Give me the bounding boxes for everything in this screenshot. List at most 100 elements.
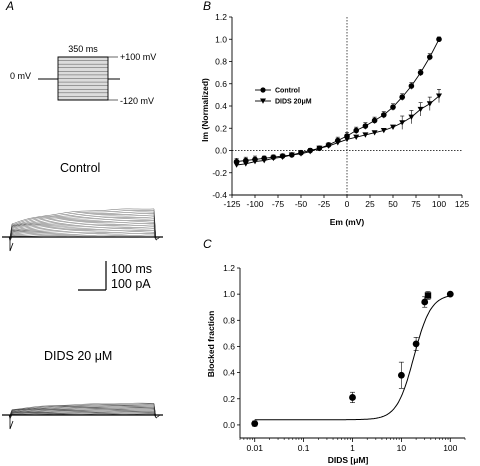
- chart-c-x-tick-label: 10: [397, 443, 407, 453]
- chart-b-dids-point: [371, 130, 378, 136]
- chart-c-y-tick-label: 1.2: [223, 263, 235, 273]
- chart-b-dids-point: [298, 151, 304, 157]
- chart-c-y-tick-label: 0.0: [223, 420, 235, 430]
- current-trace: [2, 405, 163, 419]
- chart-b-x-tick-label: 100: [432, 199, 446, 209]
- chart-b-x-tick-label: -25: [318, 199, 331, 209]
- chart-c-point: [421, 298, 429, 306]
- current-trace: [2, 402, 163, 419]
- chart-b-dids-point: [399, 120, 406, 126]
- protocol-duration-label: 350 ms: [68, 44, 98, 54]
- protocol-bottom-outline: [57, 79, 109, 101]
- chart-b-dids-point: [325, 143, 332, 149]
- chart-b-xlabel: Em (mV): [330, 217, 365, 227]
- chart-b-control-point: [436, 36, 442, 43]
- chart-b-y-tick-label: 0.8: [215, 57, 227, 67]
- current-trace: [2, 233, 163, 242]
- current-trace: [2, 220, 163, 241]
- chart-b-x-tick-label: 50: [388, 199, 398, 209]
- chart-b-dids-point: [288, 152, 295, 158]
- current-trace: [2, 228, 163, 241]
- capacitive-transient: [9, 237, 14, 252]
- panel-b-letter: B: [203, 0, 211, 13]
- chart-b-dids-point: [279, 154, 286, 160]
- chart-b-dids-point: [408, 114, 415, 120]
- chart-b-dids-point: [242, 161, 249, 167]
- protocol-holding-label: 0 mV: [10, 71, 31, 81]
- chart-b-dids-point: [344, 136, 350, 143]
- chart-b-ylabel: Im (Normalized): [200, 78, 210, 142]
- chart-c-y-tick-label: 0.2: [223, 394, 235, 404]
- chart-b-legend-control-label: Control: [275, 88, 300, 95]
- control-traces-label: Control: [60, 161, 100, 175]
- protocol-top-outline: [38, 56, 120, 80]
- current-trace: [2, 221, 163, 241]
- current-trace: [2, 412, 163, 419]
- chart-b-dids-point: [270, 155, 277, 162]
- current-trace: [2, 208, 163, 241]
- chart-b-dids-point: [233, 162, 240, 168]
- scale-bar-time-label: 100 ms: [111, 262, 152, 276]
- protocol-bottom-voltage-label: -120 mV: [120, 96, 154, 106]
- chart-b-legend-control-marker: [260, 87, 266, 93]
- chart-b-x-tick-label: 25: [365, 199, 375, 209]
- chart-b-y-tick-label: 0.2: [215, 123, 227, 133]
- chart-b-dids-line: [236, 95, 440, 166]
- chart-b-dids-point: [353, 134, 360, 140]
- current-trace: [2, 404, 163, 419]
- current-trace: [2, 407, 163, 419]
- chart-b-x-tick-label: 75: [411, 199, 421, 209]
- chart-c-point: [349, 394, 356, 401]
- chart-b-dids-point: [417, 106, 424, 113]
- current-trace: [2, 406, 163, 419]
- chart-c-x-tick-label: 1: [350, 443, 355, 453]
- dids-traces-label: DIDS 20 μM: [44, 349, 112, 363]
- chart-b-control-point: [381, 112, 387, 118]
- current-trace: [2, 214, 163, 241]
- current-trace: [2, 223, 163, 241]
- current-trace: [2, 229, 163, 241]
- chart-c-point: [397, 371, 405, 379]
- chart-c-y-tick-label: 0.6: [223, 341, 235, 351]
- current-trace: [2, 410, 163, 419]
- chart-b-y-tick-label: 1.0: [215, 34, 227, 44]
- scale-bar-current-label: 100 pA: [111, 277, 151, 291]
- chart-b-x-tick-label: 0: [345, 199, 350, 209]
- chart-b-control-point: [362, 123, 369, 129]
- panel-a-letter: A: [5, 0, 14, 13]
- scale-bar: 100 ms 100 pA: [78, 261, 152, 291]
- chart-b-y-tick-label: -0.4: [212, 190, 227, 200]
- chart-b-y-tick-label: 0.4: [215, 101, 227, 111]
- chart-b-legend-dids-marker: [260, 98, 266, 104]
- chart-b-y-tick-label: 0.6: [215, 79, 227, 89]
- chart-b-dids-point: [390, 124, 396, 130]
- panel-c-letter: C: [203, 237, 212, 251]
- chart-b-iv-relationship: Im (Normalized) Em (mV) -0.4 -0.2 0.0 0.2 0.…: [200, 12, 469, 227]
- chart-b-control-point: [417, 69, 424, 76]
- chart-b-x-tick-label: -50: [295, 199, 308, 209]
- chart-b-control-point: [408, 83, 415, 89]
- chart-c-y-tick-label: 1.0: [223, 289, 235, 299]
- chart-b-dids-point: [380, 127, 387, 134]
- chart-b-x-tick-label: -125: [223, 199, 240, 209]
- chart-b-dids-point: [252, 159, 258, 165]
- chart-b-y-tick-label: 0.0: [215, 146, 227, 156]
- current-trace: [2, 226, 163, 241]
- chart-b-control-point: [371, 117, 378, 124]
- voltage-protocol: 350 ms +100 mV 0 mV -120 mV: [10, 44, 156, 106]
- chart-c-y-tick-label: 0.8: [223, 315, 235, 325]
- current-trace: [2, 211, 163, 241]
- chart-b-dids-point: [307, 149, 314, 155]
- chart-c-x-tick-label: 0.01: [246, 443, 263, 453]
- current-trace: [2, 406, 163, 419]
- chart-b-x-tick-label: -100: [246, 199, 263, 209]
- chart-c-dose-response: Blocked fraction DIDS [μM] 0.0 0.2 0.4 0.6 0…: [206, 263, 466, 465]
- chart-b-x-tick-label: 125: [455, 199, 469, 209]
- current-trace: [2, 216, 163, 241]
- current-trace: [2, 234, 163, 242]
- chart-b-control-point: [399, 94, 406, 100]
- chart-b-control-point: [427, 54, 433, 60]
- capacitive-transient: [9, 415, 14, 430]
- chart-c-ylabel: Blocked fraction: [206, 311, 216, 378]
- chart-b-dids-point: [362, 132, 369, 138]
